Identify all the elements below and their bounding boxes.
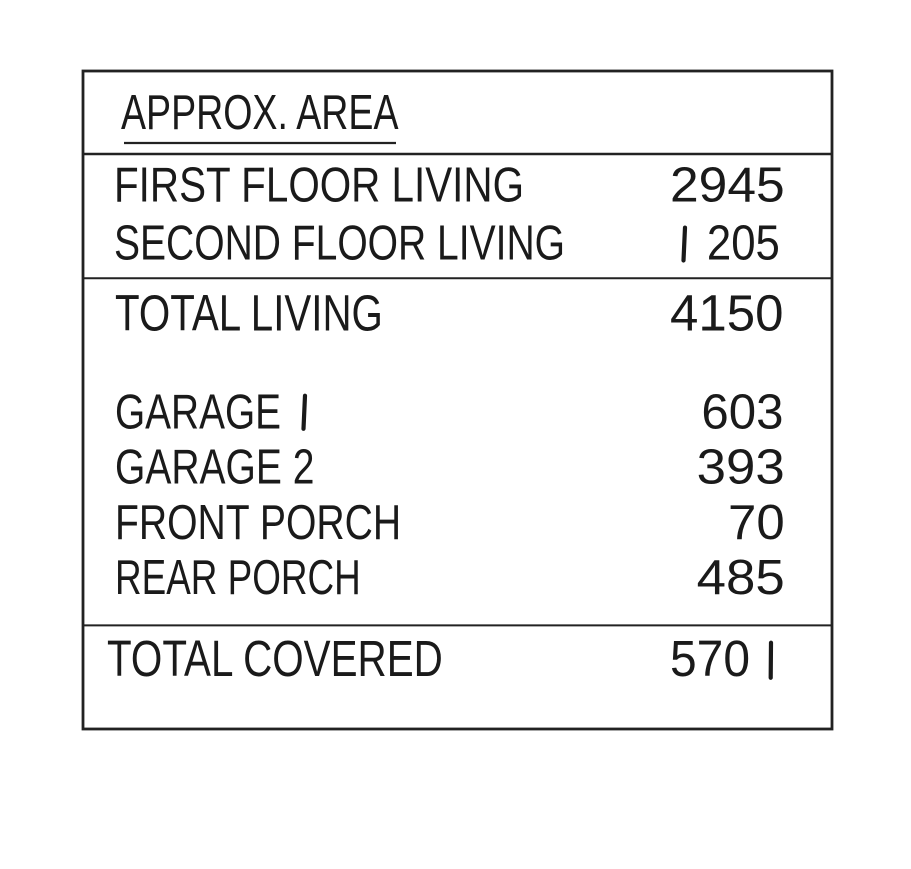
svg-text:FIRST FLOOR LIVING: FIRST FLOOR LIVING bbox=[114, 159, 524, 213]
svg-text:570: 570 bbox=[670, 630, 750, 687]
svg-text:GARAGE 2: GARAGE 2 bbox=[115, 441, 314, 495]
svg-text:GARAGE: GARAGE bbox=[115, 386, 281, 440]
svg-text:4150: 4150 bbox=[670, 285, 784, 342]
svg-text:APPROX. AREA: APPROX. AREA bbox=[121, 86, 399, 140]
svg-text:SECOND FLOOR LIVING: SECOND FLOOR LIVING bbox=[114, 217, 565, 271]
svg-text:70: 70 bbox=[728, 496, 785, 550]
svg-text:FRONT PORCH: FRONT PORCH bbox=[115, 496, 401, 550]
svg-text:REAR PORCH: REAR PORCH bbox=[115, 551, 361, 605]
svg-text:393: 393 bbox=[697, 441, 785, 495]
svg-text:485: 485 bbox=[697, 551, 785, 605]
svg-text:TOTAL COVERED: TOTAL COVERED bbox=[107, 630, 443, 687]
svg-text:TOTAL LIVING: TOTAL LIVING bbox=[115, 285, 383, 342]
svg-text:205: 205 bbox=[707, 217, 780, 271]
svg-text:2945: 2945 bbox=[670, 159, 785, 213]
svg-text:603: 603 bbox=[701, 386, 783, 440]
